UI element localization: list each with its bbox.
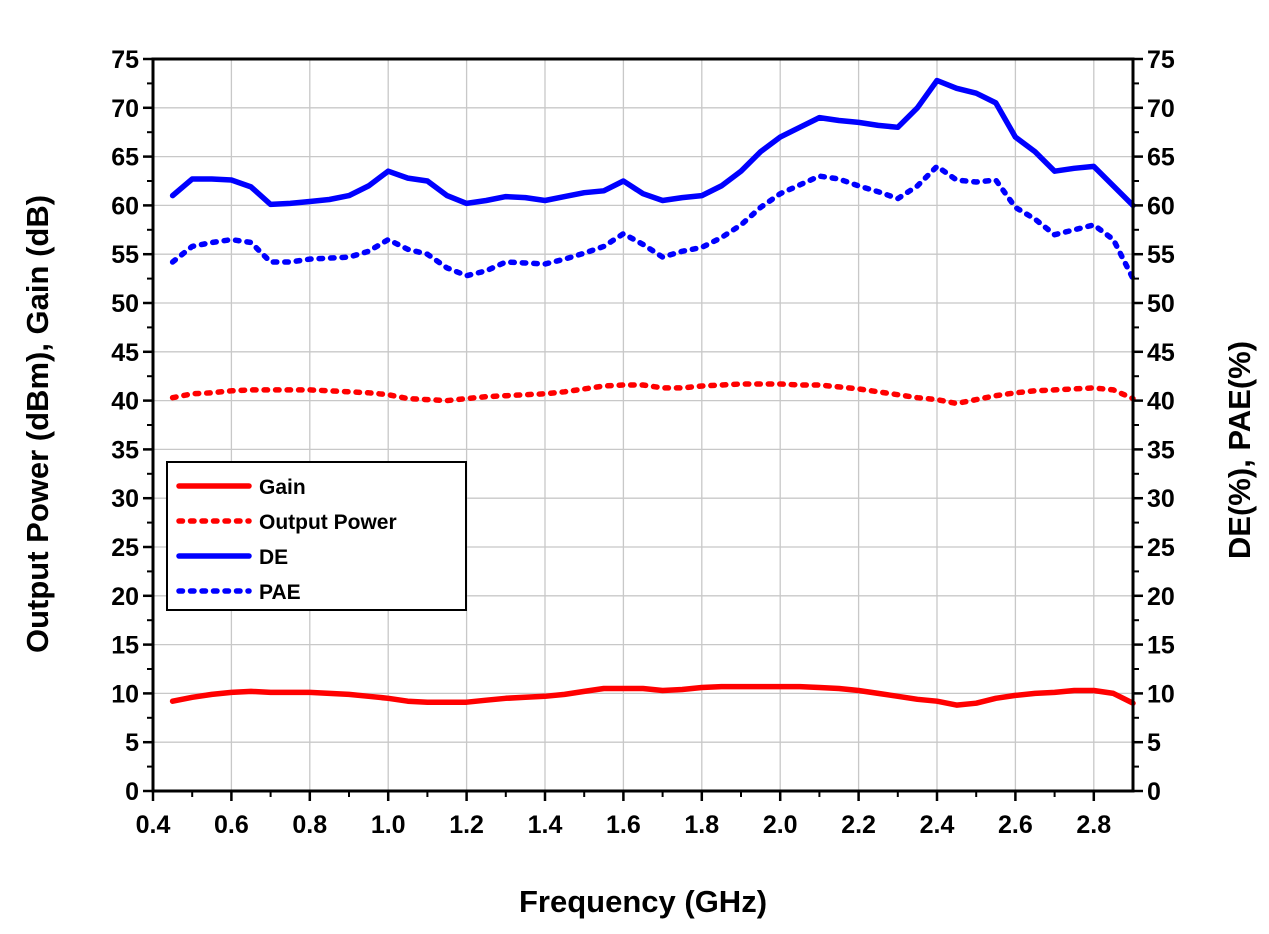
y-right-tick-label: 55	[1147, 241, 1175, 269]
y-right-tick-label: 5	[1147, 729, 1161, 757]
x-tick-label: 0.6	[214, 811, 249, 839]
y-left-tick-label: 25	[111, 534, 139, 562]
y-right-tick-label: 30	[1147, 485, 1175, 513]
y-right-tick-label: 35	[1147, 436, 1175, 464]
legend-label: PAE	[259, 581, 301, 604]
x-tick-label: 1.4	[528, 811, 563, 839]
x-tick-label: 1.2	[449, 811, 484, 839]
x-tick-label: 2.6	[998, 811, 1033, 839]
y-left-tick-label: 70	[111, 95, 139, 123]
y-right-tick-label: 45	[1147, 339, 1175, 367]
y-right-tick-label: 15	[1147, 632, 1175, 660]
legend-label: DE	[259, 546, 288, 569]
y-left-tick-label: 5	[125, 729, 139, 757]
y-left-tick-label: 45	[111, 339, 139, 367]
y-left-tick-label: 50	[111, 290, 139, 318]
series-line-output-power	[169, 381, 1136, 407]
x-tick-label: 2.4	[920, 811, 955, 839]
legend-box	[166, 461, 467, 611]
y-axis-left-title: Output Power (dBm), Gain (dB)	[20, 195, 55, 653]
y-right-tick-label: 40	[1147, 388, 1175, 416]
x-tick-label: 2.0	[763, 811, 798, 839]
x-tick-label: 0.8	[292, 811, 327, 839]
y-right-tick-label: 20	[1147, 583, 1175, 611]
legend: Gain Output Power DE PAE	[166, 461, 467, 611]
legend-label: Gain	[259, 476, 306, 499]
y-right-tick-label: 50	[1147, 290, 1175, 318]
y-left-tick-label: 65	[111, 144, 139, 172]
x-tick-label: 1.0	[371, 811, 406, 839]
y-left-tick-label: 40	[111, 388, 139, 416]
y-right-tick-label: 75	[1147, 46, 1175, 74]
y-right-tick-label: 65	[1147, 144, 1175, 172]
series-line-de	[169, 77, 1136, 209]
x-tick-label: 0.4	[136, 811, 171, 839]
axes: 0.4 0.6 0.8 1.0 1.2 1.4 1.6 1.8 2.0 2.2 2.4 2.6 2.8 0…	[111, 46, 1175, 839]
y-right-tick-label: 0	[1147, 778, 1161, 806]
y-right-tick-label: 25	[1147, 534, 1175, 562]
y-right-tick-label: 60	[1147, 192, 1175, 220]
legend-label: Output Power	[259, 511, 397, 534]
y-right-tick-label: 70	[1147, 95, 1175, 123]
y-left-tick-label: 30	[111, 485, 139, 513]
y-right-tick-label: 10	[1147, 680, 1175, 708]
plot-frame	[151, 57, 1135, 793]
x-tick-label: 2.8	[1076, 811, 1111, 839]
x-tick-label: 1.6	[606, 811, 641, 839]
x-tick-label: 1.8	[684, 811, 719, 839]
y-left-tick-label: 10	[111, 680, 139, 708]
grid	[152, 58, 1133, 792]
y-left-tick-label: 60	[111, 192, 139, 220]
x-axis-title: Frequency (GHz)	[519, 884, 767, 919]
y-left-tick-label: 35	[111, 436, 139, 464]
y-left-tick-label: 55	[111, 241, 139, 269]
y-left-tick-label: 75	[111, 46, 139, 74]
y-left-tick-label: 20	[111, 583, 139, 611]
y-left-tick-label: 0	[125, 778, 139, 806]
y-axis-right-title: DE(%), PAE(%)	[1222, 341, 1257, 559]
y-left-tick-label: 15	[111, 632, 139, 660]
x-tick-label: 2.2	[841, 811, 876, 839]
series-line-pae	[169, 163, 1136, 282]
series-lines	[169, 77, 1136, 708]
series-line-gain	[169, 683, 1136, 708]
